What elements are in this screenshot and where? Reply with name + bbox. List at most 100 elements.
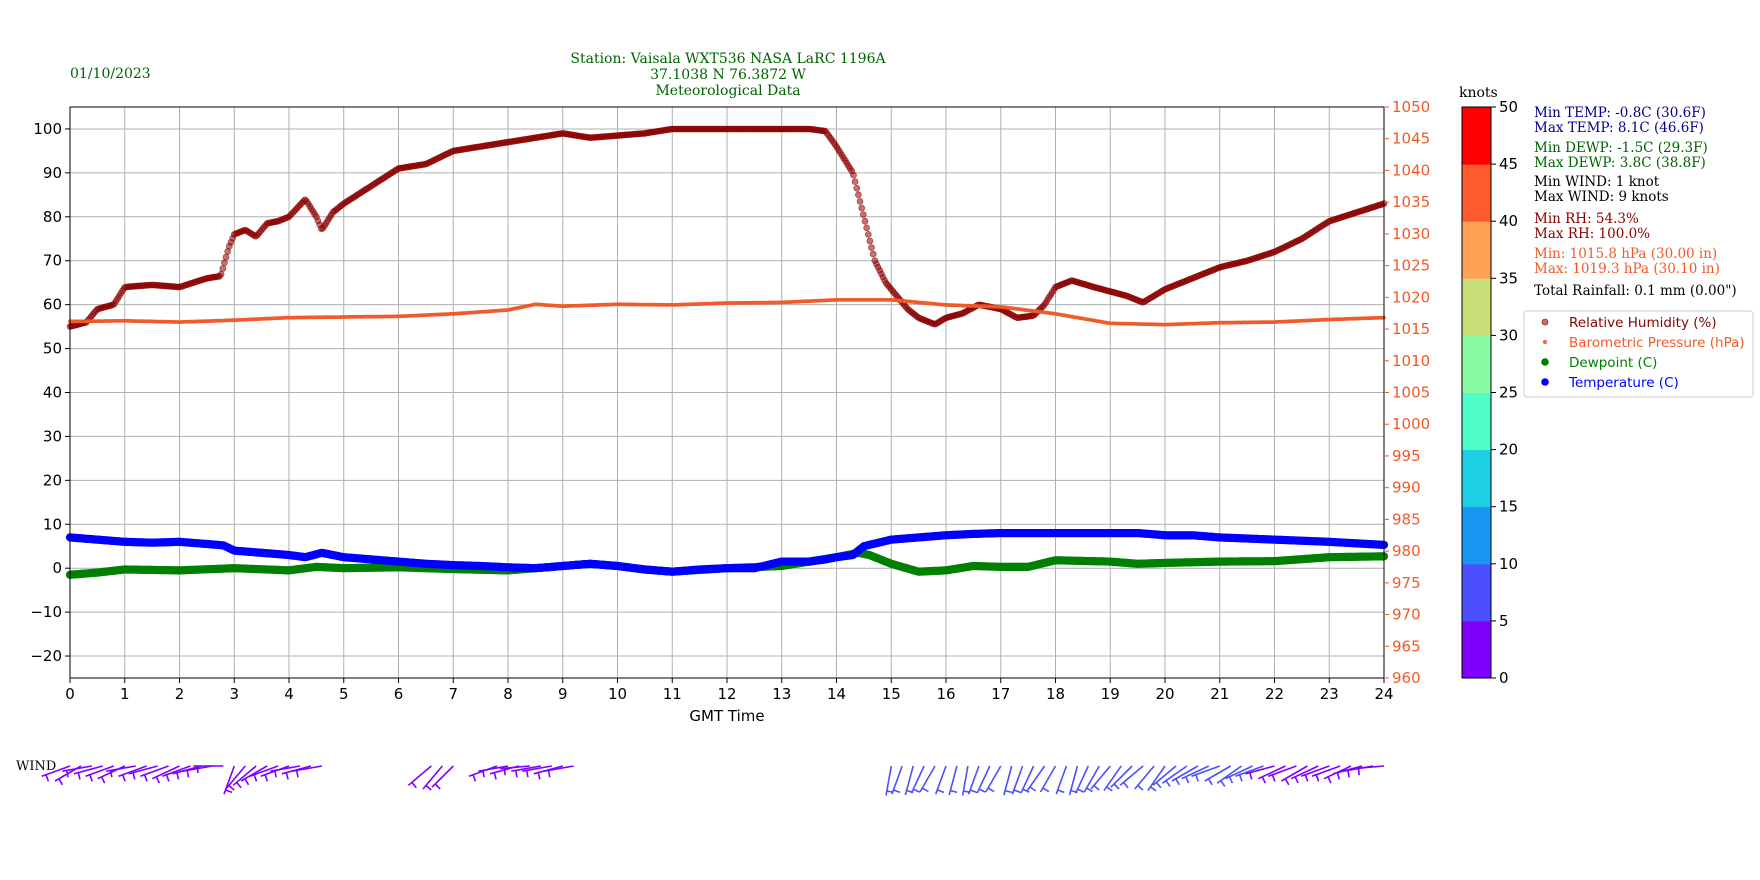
x-tick-label: 24 [1374,685,1393,703]
colorbar-tick-label: 40 [1499,212,1518,230]
x-tick-label: 19 [1101,685,1120,703]
series-0 [66,125,1388,330]
colorbar-tick-label: 30 [1499,326,1518,344]
stat-line: Min: 1015.8 hPa (30.00 in) [1534,246,1717,262]
stat-line: Min WIND: 1 knot [1534,174,1660,190]
x-tick-label: 17 [991,685,1010,703]
y2-tick-label: 1005 [1392,384,1430,402]
y2-tick-label: 960 [1392,669,1421,687]
wind-barb [431,765,454,790]
colorbar-segment [1462,563,1491,622]
y2-tick-label: 1015 [1392,320,1430,338]
colorbar-segment [1462,221,1491,279]
wind-barb [967,765,980,795]
wind-barbs [41,765,1385,796]
stat-line: Max WIND: 9 knots [1534,189,1669,205]
wind-barb [1161,765,1188,787]
stat-line: Max: 1019.3 hPa (30.10 in) [1534,261,1720,277]
wind-barb [1119,765,1144,789]
x-tick-label: 16 [936,685,955,703]
y2-tick-label: 995 [1392,447,1421,465]
colorbar-tick-label: 25 [1499,384,1518,402]
colorbar-tick-label: 0 [1499,669,1509,687]
y-tick-label: 100 [33,120,62,138]
wind-colorbar: 0 5 10 15 20 25 30 35 40 45 50 [1461,98,1518,687]
x-tick-label: 22 [1265,685,1284,703]
legend-label: Temperature (C) [1568,375,1679,391]
subtitle: Meteorological Data [655,83,800,99]
x-tick-label: 6 [394,685,404,703]
colorbar-tick-label: 15 [1499,498,1518,516]
data-point [851,178,859,185]
wind-barb [934,765,947,795]
legend-label: Barometric Pressure (hPa) [1569,335,1745,351]
legend-marker [1541,318,1549,326]
stat-line: Total Rainfall: 0.1 mm (0.00") [1534,283,1737,299]
coordinates-title: 37.1038 N 76.3872 W [650,67,806,83]
y-tick-label: 90 [43,164,62,182]
y2-tick-label: 1050 [1392,98,1430,116]
y2-tick-label: 975 [1392,574,1421,592]
data-point [869,250,877,258]
y-tick-label: 0 [52,559,62,577]
wind-barb [1011,765,1024,795]
x-tick-label: 3 [229,685,239,703]
colorbar-tick-label: 45 [1499,155,1518,173]
wind-barb [1020,765,1035,794]
data-point [859,211,867,218]
x-tick-label: 2 [175,685,185,703]
colorbar-unit: knots [1459,85,1498,101]
y-tick-label: −10 [30,603,62,621]
data-point [221,259,228,267]
colorbar-segment [1462,506,1491,565]
x-tick-label: 21 [1210,685,1229,703]
x-tick-label: 18 [1046,685,1065,703]
x-tick-label: 7 [448,685,458,703]
plot-area: 0 1 2 3 4 5 6 7 8 9 10 11 12 13 14 15 16 17 18 19 20 21 22 23 24… [30,98,1430,725]
y2-tick-label: 1000 [1392,415,1430,433]
y-tick-label: 30 [43,427,62,445]
x-tick-label: 1 [120,685,130,703]
x-axis-title: GMT Time [689,707,764,725]
data-point [855,191,862,199]
colorbar-segment [1462,107,1491,165]
x-tick-label: 9 [558,685,568,703]
stat-line: Min TEMP: -0.8C (30.6F) [1534,105,1706,121]
wind-barb [948,765,958,796]
x-tick-label: 5 [339,685,349,703]
x-tick-label: 20 [1155,685,1174,703]
data-point [853,185,861,192]
y2-tick-label: 970 [1392,606,1421,624]
x-tick-label: 23 [1320,685,1339,703]
data-point [219,265,227,272]
wind-label: WIND [16,759,56,774]
colorbar-tick-label: 10 [1499,555,1518,573]
wind-barb [891,765,903,795]
stat-line: Max RH: 100.0% [1534,226,1650,242]
x-tick-label: 14 [827,685,846,703]
x-tick-label: 12 [717,685,736,703]
data-point [863,224,870,232]
x-tick-label: 10 [608,685,627,703]
legend: Relative Humidity (%) Barometric Pressure… [1523,310,1754,398]
x-tick-label: 13 [772,685,791,703]
x-axis: 0 1 2 3 4 5 6 7 8 9 10 11 12 13 14 15 16 17 18 19 20 21 22 23 24 [65,678,1394,703]
series-1 [68,297,1386,327]
data-point [861,217,869,225]
y2-tick-label: 1040 [1392,161,1430,179]
legend-marker [1541,358,1549,366]
y2-tick-label: 1025 [1392,257,1430,275]
data-point [858,204,866,212]
stat-line: Min DEWP: -1.5C (29.3F) [1534,140,1708,156]
y-tick-label: 80 [43,208,62,226]
data-point [222,253,230,261]
wind-barb [407,765,432,789]
series-layer [65,125,1389,579]
colorbar-segment [1462,392,1491,451]
y2-tick-label: 1020 [1392,288,1430,306]
y-axis-left: −20 −10 0 10 20 30 40 50 60 70 80 90 100 [30,120,70,665]
colorbar-segment [1462,335,1491,393]
y-tick-label: 50 [43,340,62,358]
colorbar-tick-label: 35 [1499,269,1518,287]
colorbar-tick-label: 5 [1499,612,1509,630]
